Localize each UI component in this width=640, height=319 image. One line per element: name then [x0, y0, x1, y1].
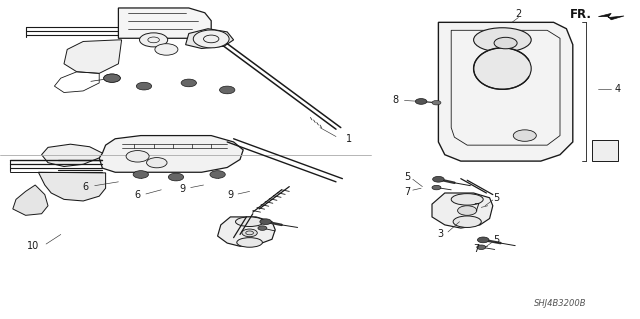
Circle shape — [133, 171, 148, 178]
Text: 5: 5 — [493, 193, 499, 203]
Circle shape — [155, 44, 178, 55]
Text: 7: 7 — [474, 244, 480, 255]
Ellipse shape — [453, 216, 481, 227]
Circle shape — [260, 219, 271, 225]
Circle shape — [433, 176, 444, 182]
Circle shape — [513, 130, 536, 141]
Text: 5: 5 — [493, 235, 499, 245]
Circle shape — [193, 30, 229, 48]
Text: 10: 10 — [27, 241, 40, 251]
Circle shape — [477, 245, 486, 249]
Circle shape — [140, 33, 168, 47]
Polygon shape — [64, 40, 122, 73]
Circle shape — [415, 99, 427, 104]
Circle shape — [477, 237, 489, 243]
Ellipse shape — [236, 217, 264, 226]
Ellipse shape — [474, 28, 531, 52]
Ellipse shape — [451, 194, 483, 205]
Circle shape — [104, 74, 120, 82]
Text: 3: 3 — [437, 228, 444, 239]
Circle shape — [432, 185, 441, 190]
Text: 9: 9 — [179, 184, 186, 194]
Ellipse shape — [237, 238, 262, 247]
Polygon shape — [218, 217, 275, 246]
Polygon shape — [186, 29, 234, 48]
Polygon shape — [432, 193, 493, 228]
Text: 9: 9 — [227, 190, 234, 200]
Circle shape — [458, 206, 477, 215]
Text: 6: 6 — [82, 182, 88, 192]
Text: 2: 2 — [515, 9, 522, 19]
Text: 5: 5 — [404, 172, 410, 182]
Circle shape — [168, 173, 184, 181]
Circle shape — [126, 151, 149, 162]
Ellipse shape — [474, 48, 531, 89]
Text: 8: 8 — [392, 95, 399, 106]
Polygon shape — [118, 8, 211, 38]
Circle shape — [494, 37, 517, 49]
Polygon shape — [38, 172, 106, 201]
Circle shape — [242, 229, 257, 237]
Polygon shape — [438, 22, 573, 161]
Polygon shape — [13, 185, 48, 215]
Circle shape — [432, 100, 441, 105]
Circle shape — [136, 82, 152, 90]
Text: 6: 6 — [134, 190, 141, 200]
Text: 4: 4 — [614, 84, 621, 94]
Polygon shape — [598, 13, 624, 20]
Circle shape — [220, 86, 235, 94]
Text: 7: 7 — [474, 203, 480, 213]
Text: FR.: FR. — [570, 8, 592, 21]
Text: SHJ4B3200B: SHJ4B3200B — [534, 299, 586, 308]
Circle shape — [210, 171, 225, 178]
Text: 1: 1 — [346, 134, 352, 144]
Polygon shape — [42, 144, 102, 167]
Circle shape — [147, 158, 167, 168]
Circle shape — [258, 226, 267, 230]
Circle shape — [104, 74, 120, 82]
Circle shape — [181, 79, 196, 87]
Polygon shape — [592, 140, 618, 161]
Text: 7: 7 — [404, 187, 410, 197]
Polygon shape — [99, 136, 243, 172]
